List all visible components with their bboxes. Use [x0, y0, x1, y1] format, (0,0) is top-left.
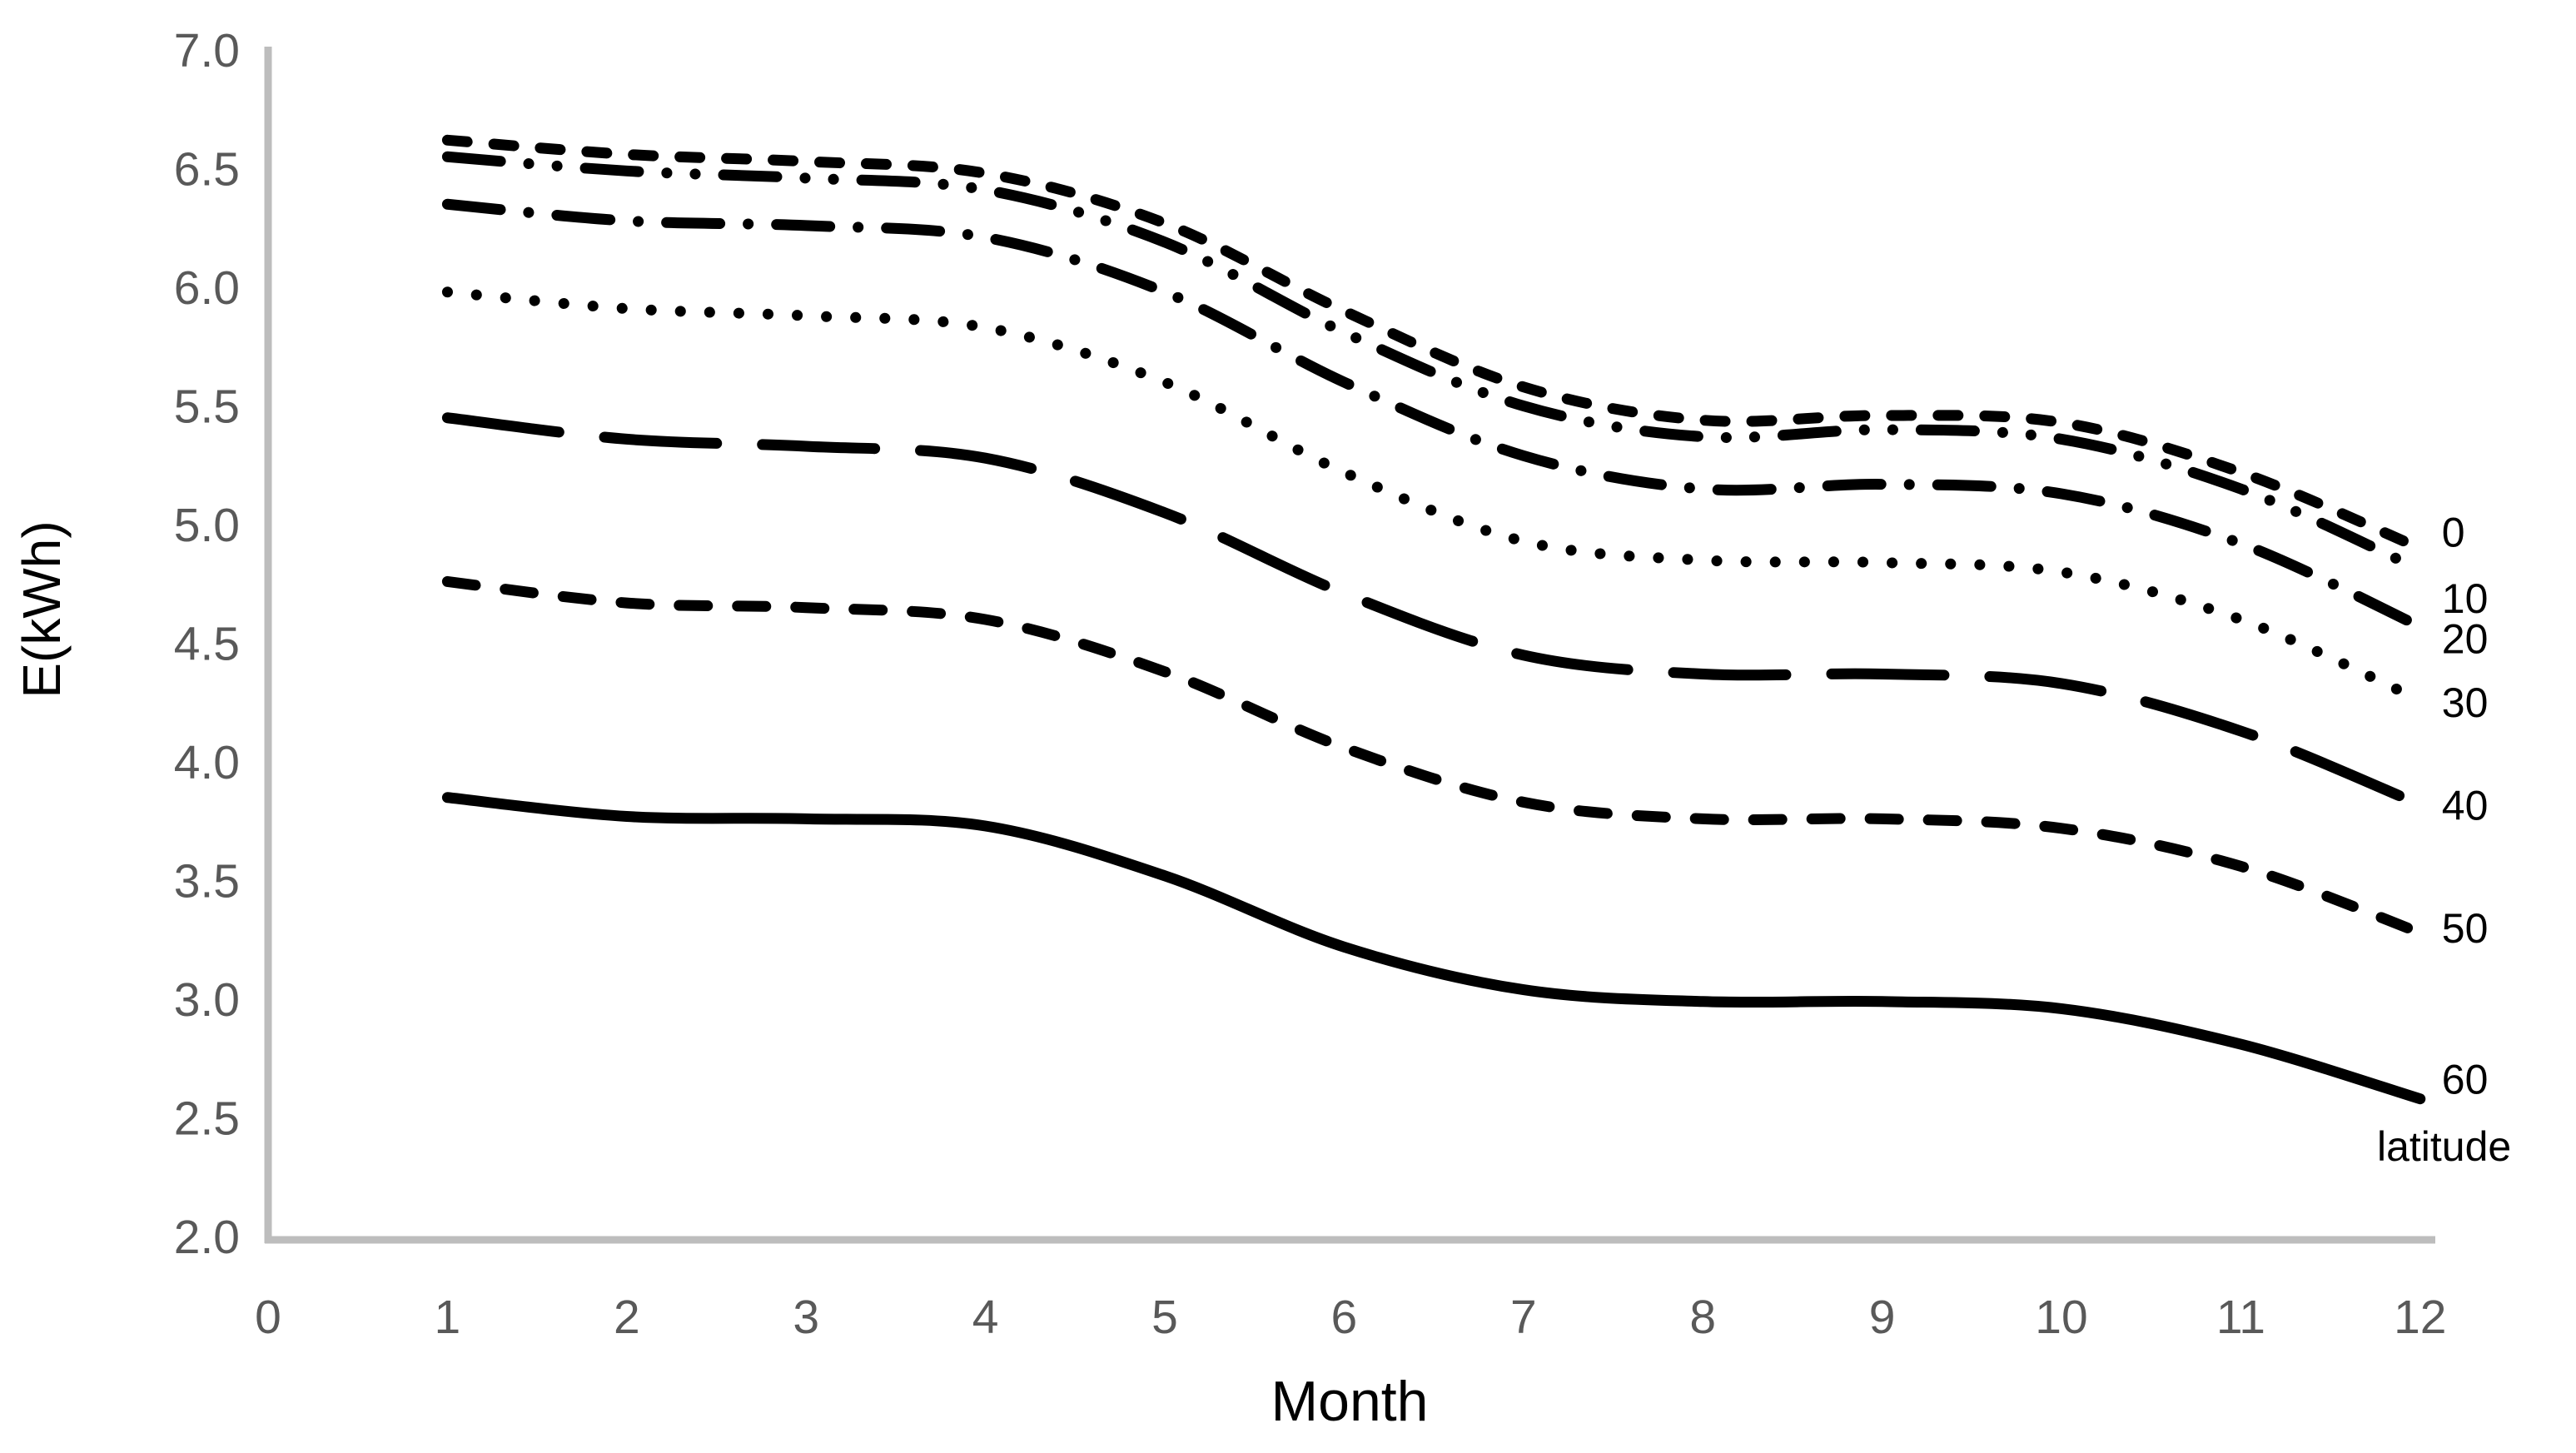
y-tick-label: 4.0: [174, 736, 240, 789]
series-line-lat-60: [441, 792, 2426, 1105]
series-end-label-30: 30: [2442, 679, 2489, 726]
y-tick-label: 7.0: [174, 24, 240, 77]
x-tick-label: 4: [972, 1291, 999, 1344]
x-tick-label: 2: [614, 1291, 640, 1344]
series-end-label-60: 60: [2442, 1057, 2489, 1103]
series-line-lat-30: [441, 286, 2426, 706]
axis-y-label: E(kWh): [12, 520, 72, 698]
y-tick-label: 5.0: [174, 499, 240, 552]
x-tick-label: 12: [2394, 1291, 2446, 1344]
x-tick-label: 9: [1869, 1291, 1896, 1344]
x-tick-label: 5: [1151, 1291, 1178, 1344]
y-tick-label: 5.5: [174, 381, 240, 434]
tick-labels: 7.06.56.05.55.04.54.03.53.02.52.00 1 2 3 4 5 6…: [174, 24, 2447, 1344]
y-tick-label: 3.0: [174, 973, 240, 1027]
series-line-lat-40: [441, 412, 2426, 810]
y-tick-label: 2.5: [174, 1092, 240, 1146]
x-tick-label: 6: [1331, 1291, 1358, 1344]
series-line-lat-10: [441, 151, 2426, 575]
series-end-label-0: 0: [2442, 510, 2465, 556]
series-end-label-50: 50: [2442, 905, 2489, 952]
series-line-lat-20: [441, 198, 2426, 632]
y-tick-label: 4.5: [174, 618, 240, 671]
x-tick-label: 0: [255, 1291, 281, 1344]
x-tick-label: 8: [1689, 1291, 1716, 1344]
x-tick-label: 11: [2216, 1291, 2265, 1344]
y-tick-label: 3.5: [174, 855, 240, 908]
series-line-lat-0: [441, 134, 2426, 554]
x-tick-label: 1: [435, 1291, 461, 1344]
legend-title: latitude: [2377, 1123, 2511, 1170]
x-tick-label: 10: [2035, 1291, 2087, 1344]
series-end-label-40: 40: [2442, 782, 2489, 829]
y-tick-label: 6.5: [174, 143, 240, 197]
x-tick-label: 3: [793, 1291, 819, 1344]
series-end-label-20: 20: [2442, 616, 2489, 663]
series-lines: [441, 134, 2426, 1105]
axis-x-label: Month: [1271, 1370, 1429, 1433]
x-tick-label: 7: [1510, 1291, 1537, 1344]
y-tick-label: 6.0: [174, 261, 240, 315]
series-end-label-10: 10: [2442, 575, 2489, 622]
y-tick-label: 2.0: [174, 1211, 240, 1264]
axes: [264, 47, 2435, 1244]
series-line-lat-50: [441, 575, 2426, 938]
